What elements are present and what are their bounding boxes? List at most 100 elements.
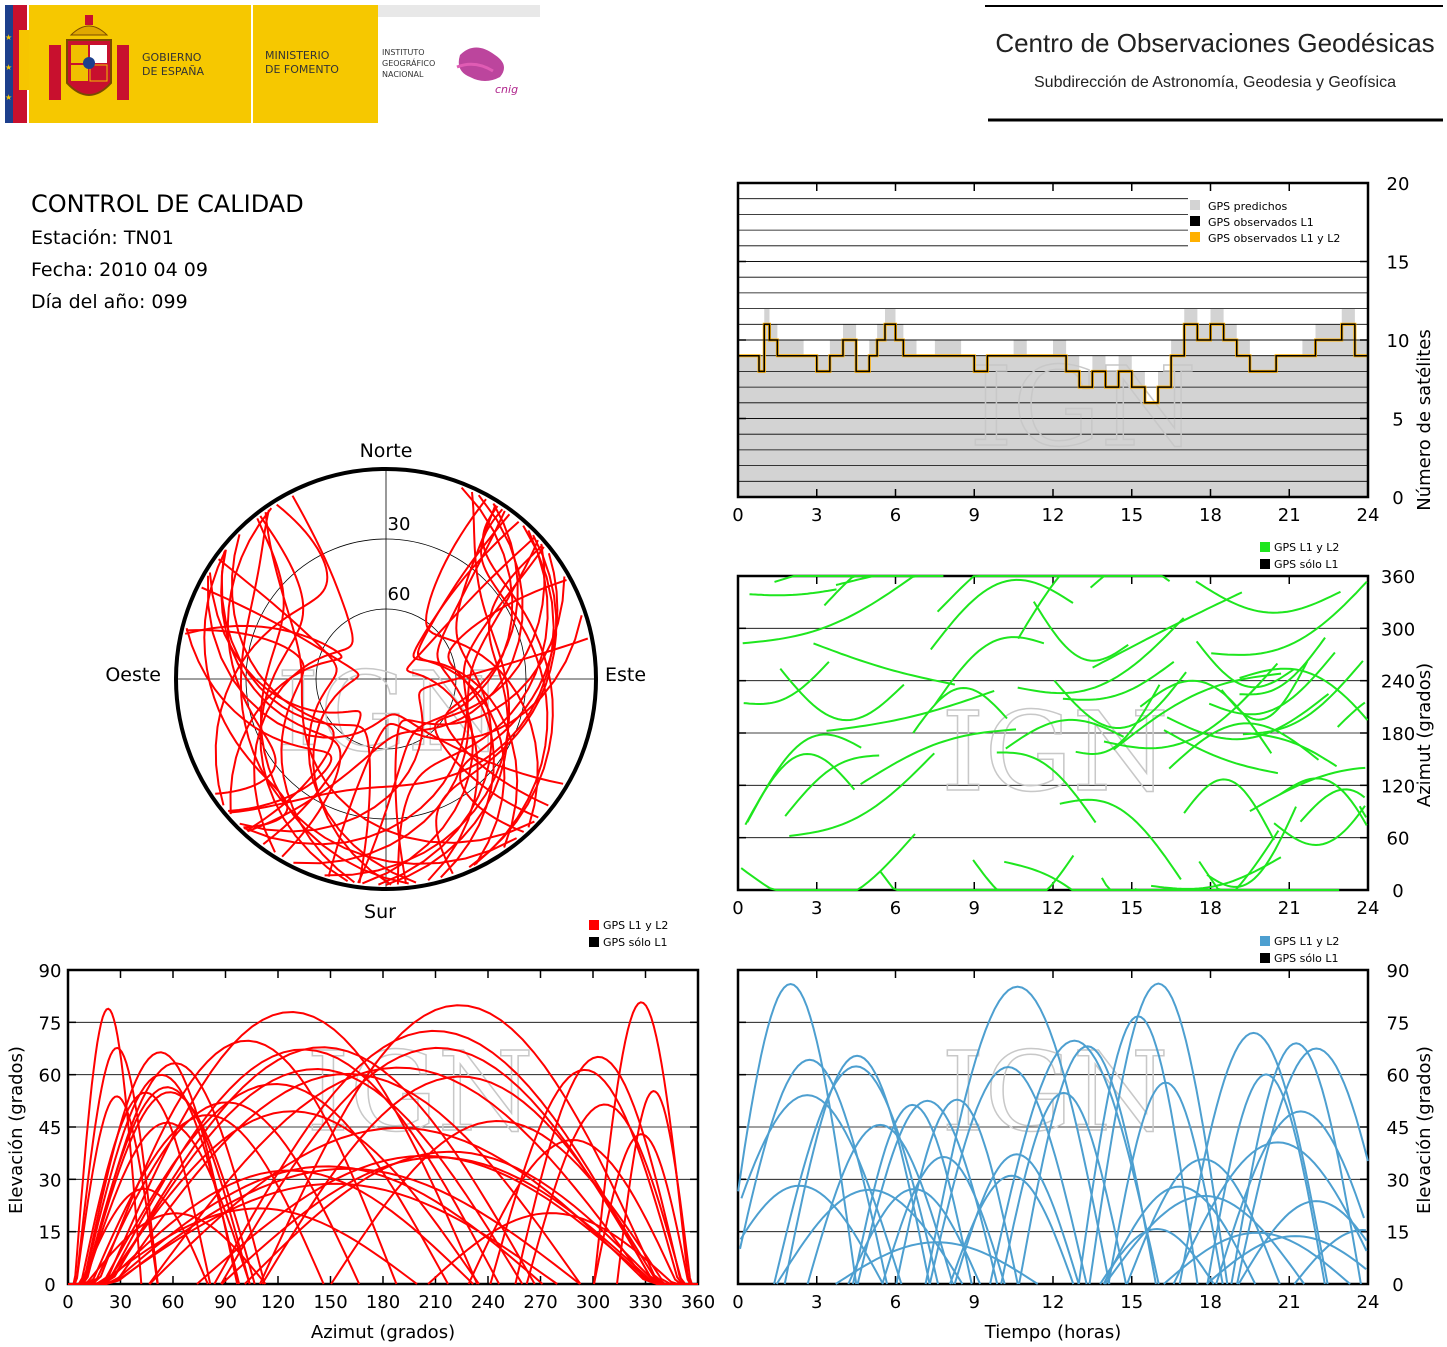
azimuth-track	[1163, 729, 1279, 775]
x-tick-label: 21	[1278, 1292, 1301, 1313]
ign-watermark: IGN	[969, 343, 1197, 471]
legend-predicted-label: GPS predichos	[1208, 200, 1287, 213]
azimuth-track	[934, 636, 1045, 706]
elevation-time-track	[953, 1153, 1080, 1285]
x-tick-label: 3	[811, 505, 822, 526]
y-tick-label: 75	[1387, 1013, 1410, 1034]
ign-top-bar	[378, 5, 540, 17]
y-tick-label: 0	[44, 1275, 55, 1296]
azimuth-track	[1101, 877, 1233, 891]
azimuth-track	[1032, 601, 1129, 662]
legend-az-l1only-swatch	[1260, 559, 1270, 569]
elevation-time-xlabel: Tiempo (horas)	[984, 1322, 1122, 1343]
legend-ea-l1l2-label: GPS L1 y L2	[603, 919, 668, 932]
satellite-track	[378, 504, 497, 886]
azimuth-track	[1134, 830, 1280, 891]
x-tick-label: 24	[1357, 1292, 1380, 1313]
flag-stripe-yellow	[19, 30, 29, 90]
legend-et-l1l2-label: GPS L1 y L2	[1274, 935, 1339, 948]
satellite-track	[208, 572, 362, 845]
day-of-year-label: Día del año: 099	[31, 291, 188, 313]
eu-star-icon: ★	[5, 93, 12, 102]
azimuth-track	[1166, 693, 1330, 741]
x-tick-label: 3	[811, 898, 822, 919]
satellite-track	[184, 624, 343, 815]
y-tick-label: 5	[1392, 410, 1403, 431]
elevation-azimuth-xlabel: Azimut (grados)	[311, 1322, 455, 1343]
y-tick-label: 45	[39, 1118, 62, 1139]
y-tick-label: 15	[1387, 1223, 1410, 1244]
azimuth-track	[813, 642, 956, 686]
elevation-time-track	[1102, 1185, 1257, 1285]
legend-ea-l1l2-swatch	[589, 920, 599, 930]
azimuth-track	[1208, 651, 1336, 716]
elevation-azimuth-track	[68, 1067, 524, 1285]
elevation-time-track	[856, 1099, 999, 1285]
elevation-time-track	[852, 1103, 973, 1285]
azimuth-track	[743, 661, 830, 705]
satellite-track	[220, 551, 372, 884]
ministry-panel	[253, 5, 378, 123]
satellite-track	[459, 553, 559, 833]
azimuth-track	[972, 854, 1075, 891]
satellite-track	[259, 515, 349, 883]
x-tick-label: 0	[732, 505, 743, 526]
elevation-time-track	[835, 1241, 1039, 1285]
government-logo-banner: ★ ★ ★ GOBIERNO DE ESPAÑA MINISTERIO DE F…	[5, 5, 540, 123]
azimuth-track	[860, 728, 1017, 786]
x-tick-label: 0	[732, 898, 743, 919]
elevation-time-track	[1237, 1200, 1368, 1285]
x-tick-label: 90	[214, 1292, 237, 1313]
elevation-azimuth-track	[68, 1165, 544, 1285]
date-label: Fecha: 2010 04 09	[31, 259, 208, 281]
elevation-time-track	[1205, 1235, 1367, 1285]
azimuth-track	[879, 871, 1005, 891]
x-tick-label: 30	[109, 1292, 132, 1313]
azimuth-track	[1249, 766, 1366, 812]
azimuth-track	[823, 575, 944, 607]
satellite-track	[473, 508, 549, 866]
legend-et-l1only-label: GPS sólo L1	[1274, 952, 1339, 965]
elevation-azimuth-track	[525, 1103, 698, 1285]
elevation-time-track	[928, 1065, 1088, 1285]
elevation-azimuth-track	[244, 1150, 698, 1285]
x-tick-label: 24	[1357, 505, 1380, 526]
cnig-text: cnig	[495, 83, 518, 96]
x-tick-label: 3	[811, 1292, 822, 1313]
elevation-azimuth-track	[68, 1091, 212, 1285]
satellite-track	[231, 534, 335, 832]
legend-az-l1only-label: GPS sólo L1	[1274, 558, 1339, 571]
satellite-track	[264, 512, 535, 844]
elevation-azimuth-track	[68, 1073, 241, 1285]
elevation-time-track	[773, 1065, 939, 1285]
y-tick-label: 60	[39, 1066, 62, 1087]
azimuth-track	[789, 752, 935, 837]
y-tick-label: 60	[1387, 1066, 1410, 1087]
legend-et-l1l2-swatch	[1260, 936, 1270, 946]
azimuth-track	[746, 733, 862, 823]
azimuth-track	[1112, 672, 1282, 751]
elevation-time-track	[1099, 1227, 1215, 1285]
azimuth-track	[912, 686, 1008, 734]
azimuth-track	[1336, 701, 1366, 728]
y-tick-label: 120	[1381, 776, 1415, 797]
elevation-azimuth-track	[514, 1055, 698, 1285]
skyplot-north-label: Norte	[360, 440, 413, 462]
x-tick-label: 6	[890, 1292, 901, 1313]
satellite-track	[394, 576, 566, 884]
satellite-track	[435, 534, 558, 875]
azimuth-track	[1089, 575, 1171, 589]
elevation-time-track	[1215, 1110, 1365, 1285]
x-tick-label: 6	[890, 898, 901, 919]
skyplot-ring-30-label: 30	[388, 514, 411, 535]
elevation-time-ylabel: Elevación (grados)	[1414, 1046, 1435, 1214]
legend-observed-l1l2-label: GPS observados L1 y L2	[1208, 232, 1340, 245]
elevation-azimuth-track	[261, 1075, 698, 1285]
y-tick-label: 15	[1387, 253, 1410, 274]
azimuth-track	[1005, 718, 1125, 750]
legend-box	[1188, 198, 1368, 248]
cnig-logo-icon	[456, 47, 504, 81]
elevation-time-track	[1104, 1194, 1306, 1285]
